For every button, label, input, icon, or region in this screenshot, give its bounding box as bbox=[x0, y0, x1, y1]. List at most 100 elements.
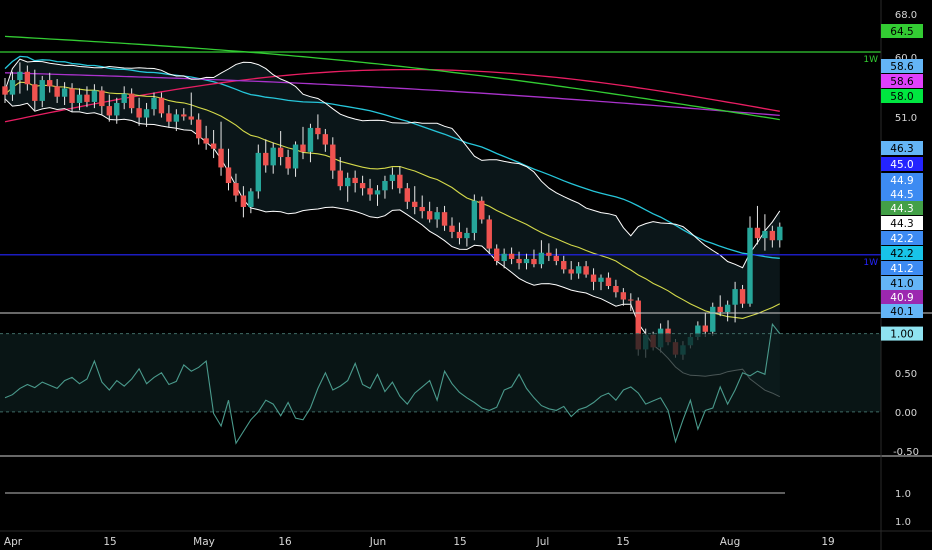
oscillator-tag-bg bbox=[881, 326, 923, 341]
price-tag[interactable]: 40.1 bbox=[881, 304, 923, 318]
candle-body bbox=[590, 274, 597, 282]
horizontal-level-lines bbox=[0, 51, 881, 256]
price-tag[interactable]: 44.5 bbox=[881, 187, 923, 201]
bottom-panel-axis[interactable]: 1.0 1.0 bbox=[895, 489, 911, 528]
candle bbox=[151, 92, 157, 116]
candle bbox=[739, 284, 746, 308]
price-tag[interactable]: 46.3 bbox=[881, 141, 923, 155]
candle-body bbox=[471, 200, 478, 233]
bottom-tick-label: 1.0 bbox=[895, 489, 911, 500]
candle bbox=[538, 240, 545, 269]
candle-body bbox=[54, 86, 60, 97]
candle-body bbox=[710, 306, 716, 332]
price-tag-bg bbox=[881, 201, 923, 215]
candle-body bbox=[188, 116, 194, 120]
price-tag-bg bbox=[881, 24, 923, 38]
candle-body bbox=[389, 174, 396, 181]
price-tag[interactable]: 44.9 bbox=[881, 173, 923, 187]
price-tag-bg bbox=[881, 89, 923, 103]
candle-body bbox=[210, 143, 217, 149]
candle-body bbox=[583, 266, 589, 275]
candle-body bbox=[322, 134, 329, 145]
price-tag[interactable]: 41.0 bbox=[881, 276, 923, 290]
candle-body bbox=[523, 258, 530, 264]
price-tag[interactable]: 64.5 bbox=[881, 24, 923, 38]
candle-body bbox=[508, 253, 515, 259]
price-tag-bg bbox=[881, 290, 923, 304]
price-tag-bg bbox=[881, 141, 923, 155]
price-tag[interactable]: 41.2 bbox=[881, 261, 923, 275]
price-tag-label: 58.0 bbox=[890, 91, 913, 103]
candle-body bbox=[739, 289, 746, 304]
price-tag[interactable]: 58.6 bbox=[881, 74, 923, 88]
price-tag-label: 64.5 bbox=[890, 26, 913, 38]
price-tag[interactable]: 45.0 bbox=[881, 157, 923, 171]
oscillator-panel[interactable] bbox=[0, 322, 881, 445]
candle bbox=[263, 139, 269, 173]
moving-average-green bbox=[4, 35, 780, 121]
candle-body bbox=[181, 114, 187, 117]
time-tick-label: 15 bbox=[616, 536, 629, 548]
candle-body bbox=[777, 226, 783, 241]
oscillator-axis[interactable]: 1.00 0.50 0.00 -0.50 bbox=[881, 326, 923, 459]
candle-body bbox=[561, 261, 567, 270]
candle-body bbox=[553, 255, 559, 262]
candle-body bbox=[419, 206, 425, 212]
candle bbox=[188, 92, 194, 125]
time-axis[interactable]: Apr 15 May 16 Jun 15 Jul 15 Aug 19 bbox=[4, 536, 835, 548]
candle bbox=[590, 268, 597, 291]
price-tag-bg bbox=[881, 276, 923, 290]
candle-body bbox=[218, 148, 224, 168]
price-tag-label: 42.2 bbox=[890, 233, 913, 245]
candle-body bbox=[32, 84, 38, 101]
horizontal-level-labels: 1W 1W bbox=[863, 55, 878, 268]
candle-body bbox=[9, 80, 16, 95]
candle bbox=[270, 142, 276, 174]
price-tag[interactable]: 44.3 bbox=[881, 201, 923, 215]
candle-body bbox=[143, 109, 150, 118]
candle bbox=[613, 279, 619, 298]
price-tag-label: 45.0 bbox=[890, 159, 913, 171]
price-tag[interactable]: 58.6 bbox=[881, 59, 923, 73]
price-tag[interactable]: 58.0 bbox=[881, 89, 923, 103]
candle-body bbox=[121, 93, 127, 103]
price-tag[interactable]: 44.3 bbox=[881, 216, 923, 230]
candle bbox=[523, 253, 530, 270]
price-tag[interactable]: 42.2 bbox=[881, 246, 923, 260]
candle-body bbox=[173, 114, 180, 122]
price-tag-label: 58.6 bbox=[890, 76, 914, 88]
time-tick-label: 15 bbox=[103, 536, 116, 548]
candle-body bbox=[128, 93, 135, 109]
candle-body bbox=[196, 119, 202, 139]
candle-body bbox=[397, 174, 403, 189]
candle bbox=[166, 105, 172, 128]
oscillator-value-tag[interactable]: 1.00 bbox=[881, 326, 923, 341]
candle-body bbox=[158, 97, 165, 114]
price-tag[interactable]: 40.9 bbox=[881, 290, 923, 304]
candle bbox=[702, 313, 708, 337]
price-axis[interactable]: 68.0 60.0 51.0 64.5 58.6 58.6 58.0 46.3 45.0 44.9… bbox=[881, 10, 923, 318]
candle bbox=[732, 281, 738, 323]
oscillator-tick-label: 0.50 bbox=[895, 369, 917, 380]
candle bbox=[330, 137, 336, 179]
price-tag-bg bbox=[881, 216, 923, 230]
candle bbox=[91, 84, 98, 109]
candle bbox=[412, 186, 418, 215]
candle bbox=[762, 214, 768, 251]
candle bbox=[494, 244, 500, 266]
candle-body bbox=[732, 289, 738, 305]
price-tag-label: 40.9 bbox=[890, 292, 913, 304]
candle bbox=[307, 123, 314, 163]
candle bbox=[300, 126, 306, 160]
price-tag[interactable]: 42.2 bbox=[881, 231, 923, 245]
candle-body bbox=[225, 167, 232, 184]
candle bbox=[367, 178, 373, 201]
oscillator-tick-label: 0.00 bbox=[895, 408, 917, 419]
time-tick-label: Aug bbox=[720, 536, 741, 548]
candle-body bbox=[2, 86, 8, 95]
candle-body bbox=[568, 269, 574, 274]
candle bbox=[32, 69, 38, 111]
candle bbox=[248, 188, 254, 214]
candle bbox=[516, 251, 522, 270]
